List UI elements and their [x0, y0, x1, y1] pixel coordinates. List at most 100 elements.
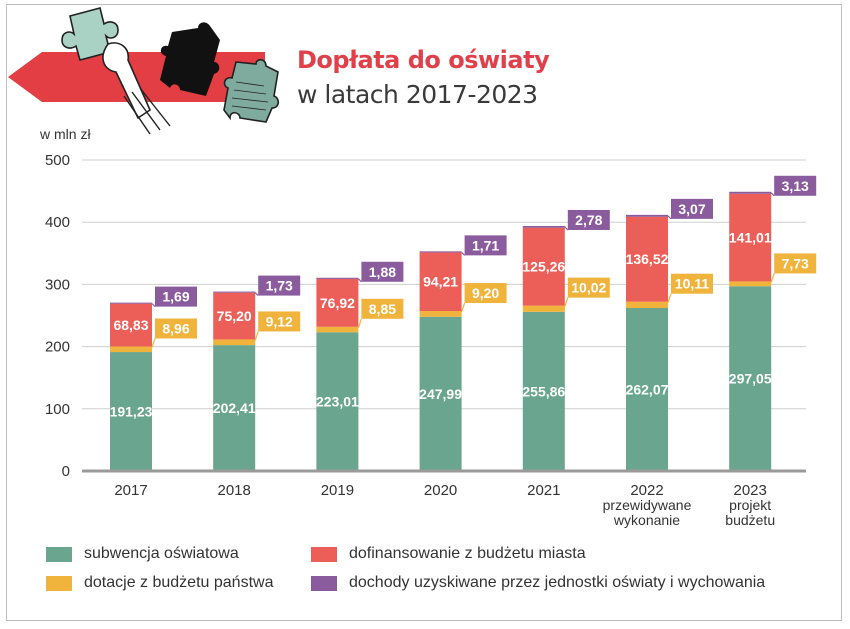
- x-tick-label: 2023: [734, 482, 767, 499]
- callout-dotacje: [258, 311, 301, 332]
- chart-subtitle: w latach 2017-2023: [297, 80, 538, 109]
- bar-subwencja: [213, 345, 256, 471]
- hand-icon: [102, 42, 171, 135]
- data-label-dotacje: 9,12: [266, 313, 293, 329]
- legend-label-dotacje: dotacje z budżetu państwa: [84, 574, 274, 591]
- callout-dochody: [258, 275, 301, 296]
- legend-item-dochody: dochody uzyskiwane przez jednostki oświa…: [311, 574, 765, 592]
- bar-dochody: [110, 302, 152, 304]
- bar-dofinansowanie: [213, 292, 256, 340]
- bar-subwencja: [419, 316, 462, 471]
- callout-connector-dotacje: [151, 338, 156, 348]
- chart-title: Dopłata do oświaty: [297, 46, 550, 74]
- data-label-dofinansowanie: 141,01: [729, 230, 772, 246]
- callout-dotacje: [361, 298, 404, 319]
- callout-connector-dotacje: [357, 318, 362, 328]
- data-label-subwencja: 191,23: [110, 404, 153, 420]
- data-label-dochody: 1,88: [369, 264, 396, 280]
- bar-subwencja: [522, 311, 565, 471]
- x-tick-label: wykonanie: [613, 512, 680, 528]
- x-tick-label: projekt: [729, 497, 771, 513]
- bar-subwencja: [729, 286, 772, 471]
- data-label-dochody: 1,71: [472, 237, 499, 253]
- bar-dochody: [522, 225, 565, 228]
- x-tick-label: 2022: [630, 482, 663, 499]
- data-label-dotacje: 7,73: [782, 255, 809, 271]
- callout-dochody: [567, 209, 610, 230]
- bar-dofinansowanie: [522, 227, 565, 306]
- bar-dotacje: [316, 326, 359, 333]
- callout-connector-dochody: [667, 215, 672, 220]
- callout-dochody: [464, 235, 507, 256]
- callout-dotacje: [671, 273, 713, 294]
- data-label-dochody: 3,13: [782, 178, 809, 194]
- puzzle-illustration: [8, 7, 280, 135]
- data-label-dofinansowanie: 76,92: [320, 295, 355, 311]
- x-tick-label: 2017: [114, 482, 147, 499]
- legend-label-dofinansowanie: dofinansowanie z budżetu miasta: [349, 545, 586, 562]
- data-label-dotacje: 8,85: [369, 301, 396, 317]
- x-tick-label: 2019: [321, 482, 354, 499]
- callout-connector-dotacje: [461, 302, 466, 313]
- legend-item-subwencja: subwencja oświatowa: [46, 545, 239, 563]
- callout-connector-dochody: [461, 251, 466, 256]
- data-label-subwencja: 297,05: [729, 371, 772, 387]
- callout-dotacje: [155, 318, 197, 339]
- grey-puzzle-piece-icon: [223, 58, 280, 123]
- y-tick-label: 300: [45, 276, 70, 293]
- bar-dofinansowanie: [316, 278, 359, 327]
- legend-item-dotacje: dotacje z budżetu państwa: [46, 574, 273, 592]
- bar-dochody: [419, 251, 462, 253]
- x-tick-label: budżetu: [725, 512, 775, 528]
- y-tick-label: 100: [45, 401, 70, 418]
- data-label-subwencja: 247,99: [419, 386, 462, 402]
- data-label-subwencja: 262,07: [626, 381, 669, 397]
- bar-dotacje: [729, 281, 772, 287]
- callout-connector-dotacje: [667, 293, 672, 303]
- y-tick-label: 0: [62, 463, 70, 480]
- bar-dotacje: [419, 311, 462, 317]
- legend-swatch-dotacje: [46, 575, 72, 591]
- callout-dotacje: [567, 277, 610, 298]
- legend-swatch-dofinansowanie: [311, 546, 337, 562]
- bar-dochody: [316, 277, 359, 279]
- bar-dofinansowanie: [110, 303, 152, 347]
- bar-dofinansowanie: [419, 252, 462, 312]
- callout-dochody: [155, 286, 197, 307]
- y-tick-label: 400: [45, 214, 70, 231]
- x-tick-label: 2021: [527, 482, 560, 499]
- callout-dotacje: [774, 253, 817, 274]
- callout-connector-dochody: [151, 303, 156, 308]
- bar-subwencja: [110, 352, 152, 471]
- bar-subwencja: [626, 307, 668, 471]
- callout-dochody: [361, 261, 404, 282]
- legend-swatch-dochody: [311, 575, 337, 591]
- bar-dofinansowanie: [626, 216, 668, 302]
- legend-label-dochody: dochody uzyskiwane przez jednostki oświa…: [349, 574, 766, 591]
- bar-subwencja: [316, 332, 359, 471]
- data-label-subwencja: 255,86: [522, 383, 565, 399]
- legend-swatch-subwencja: [46, 546, 72, 562]
- data-label-dotacje: 10,02: [571, 280, 606, 296]
- callout-connector-dochody: [357, 278, 362, 283]
- data-label-dochody: 2,78: [575, 212, 602, 228]
- data-label-dofinansowanie: 94,21: [423, 274, 458, 290]
- legend-label-subwencja: subwencja oświatowa: [84, 545, 239, 562]
- data-label-subwencja: 202,41: [213, 400, 256, 416]
- x-tick-label: 2020: [424, 482, 457, 499]
- callout-dochody: [671, 198, 713, 219]
- callout-connector-dotacje: [770, 273, 775, 283]
- callout-dochody: [774, 175, 817, 196]
- bar-dotacje: [110, 346, 152, 353]
- callout-dotacje: [464, 283, 507, 304]
- data-label-dochody: 1,69: [162, 289, 189, 305]
- callout-connector-dotacje: [564, 297, 569, 307]
- bar-dochody: [729, 191, 772, 194]
- bar-dochody: [626, 214, 668, 217]
- x-tick-label: przewidywane: [603, 497, 692, 513]
- data-label-subwencja: 223,01: [316, 394, 359, 410]
- data-label-dotacje: 10,11: [675, 276, 709, 292]
- data-label-dofinansowanie: 68,83: [113, 317, 148, 333]
- data-label-dotacje: 9,20: [472, 285, 499, 301]
